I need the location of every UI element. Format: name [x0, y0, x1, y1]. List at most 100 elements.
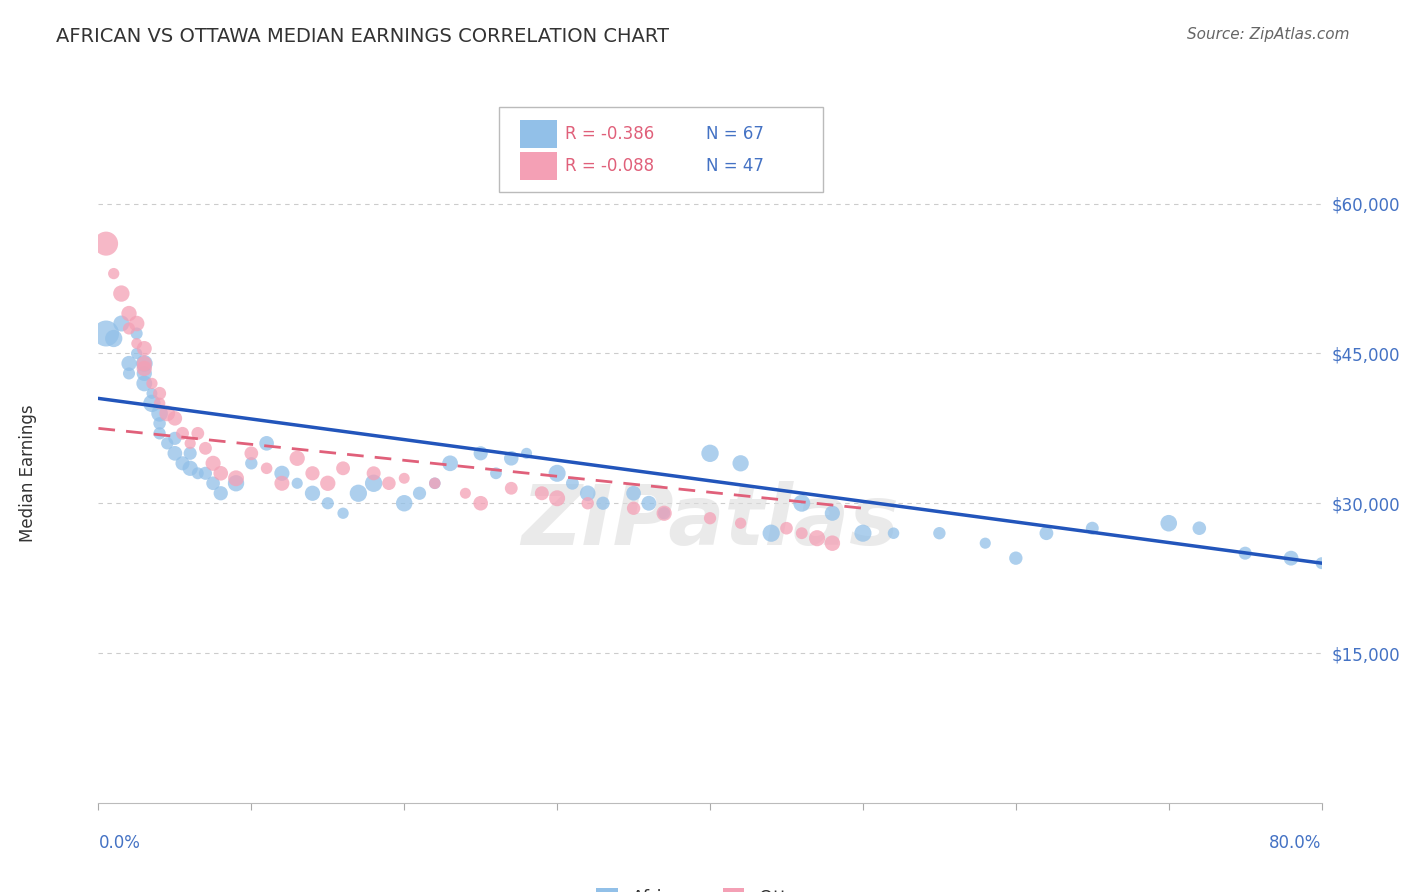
Point: [652, 506, 675, 520]
Point: [439, 456, 461, 470]
Point: [576, 496, 599, 510]
Point: [240, 456, 263, 470]
Point: [134, 356, 156, 370]
Point: [194, 467, 217, 481]
Point: [125, 346, 148, 360]
Text: R = -0.386: R = -0.386: [565, 125, 654, 143]
Point: [530, 486, 553, 500]
Point: [592, 496, 614, 510]
Text: R = -0.088: R = -0.088: [565, 157, 654, 175]
Point: [1157, 516, 1180, 531]
Point: [209, 467, 232, 481]
Point: [149, 396, 172, 410]
Point: [1035, 526, 1057, 541]
Point: [699, 511, 721, 525]
Point: [202, 456, 225, 470]
Point: [775, 521, 797, 535]
Point: [1234, 546, 1257, 560]
Point: [470, 496, 492, 510]
Point: [637, 496, 661, 510]
Point: [363, 476, 385, 491]
Point: [125, 336, 148, 351]
Point: [454, 486, 477, 500]
Point: [408, 486, 430, 500]
Point: [852, 526, 875, 541]
Point: [225, 476, 247, 491]
Point: [316, 496, 339, 510]
Point: [141, 396, 163, 410]
Point: [332, 461, 354, 475]
Point: [156, 406, 179, 420]
Point: [163, 446, 186, 460]
Point: [332, 506, 354, 520]
Point: [118, 306, 141, 320]
Point: [187, 467, 209, 481]
Point: [256, 436, 278, 450]
Point: [1004, 551, 1026, 566]
Point: [501, 481, 523, 495]
Point: [209, 486, 232, 500]
Point: [392, 496, 416, 510]
Point: [163, 431, 186, 445]
Point: [179, 436, 201, 450]
Point: [1188, 521, 1211, 535]
Point: [149, 406, 172, 420]
Point: [163, 411, 186, 425]
Point: [187, 426, 209, 441]
Point: [546, 467, 568, 481]
Point: [134, 356, 156, 370]
Point: [730, 456, 752, 470]
Point: [103, 331, 125, 345]
Point: [561, 476, 583, 491]
Point: [623, 486, 645, 500]
Point: [270, 476, 292, 491]
Point: [125, 326, 148, 341]
Point: [141, 376, 163, 391]
Point: [623, 501, 645, 516]
Point: [1310, 556, 1333, 570]
Point: [134, 376, 156, 391]
Point: [149, 426, 172, 441]
Point: [94, 236, 117, 251]
Point: [378, 476, 401, 491]
Point: [759, 526, 782, 541]
Point: [134, 342, 156, 356]
Point: [179, 461, 201, 475]
Point: [270, 467, 292, 481]
Point: [501, 451, 523, 466]
Point: [134, 361, 156, 376]
Point: [225, 471, 247, 485]
Point: [423, 476, 446, 491]
Point: [392, 471, 416, 485]
Legend: Africans, Ottawa: Africans, Ottawa: [589, 880, 831, 892]
Point: [485, 467, 508, 481]
Point: [134, 367, 156, 381]
Point: [821, 506, 844, 520]
Point: [730, 516, 752, 531]
Point: [516, 446, 538, 460]
Text: ZIPatlas: ZIPatlas: [522, 482, 898, 562]
Point: [423, 476, 446, 491]
Point: [285, 476, 308, 491]
Text: Source: ZipAtlas.com: Source: ZipAtlas.com: [1187, 27, 1350, 42]
Text: N = 67: N = 67: [706, 125, 763, 143]
Point: [172, 426, 194, 441]
Point: [202, 476, 225, 491]
Point: [974, 536, 997, 550]
Point: [194, 442, 217, 456]
Point: [141, 386, 163, 401]
Point: [316, 476, 339, 491]
Point: [149, 417, 172, 431]
Point: [118, 367, 141, 381]
Point: [94, 326, 117, 341]
Point: [790, 496, 813, 510]
Point: [156, 436, 179, 450]
Point: [125, 317, 148, 331]
Text: 80.0%: 80.0%: [1270, 834, 1322, 852]
Point: [118, 356, 141, 370]
Point: [790, 526, 813, 541]
Point: [110, 317, 132, 331]
Point: [546, 491, 568, 506]
Point: [576, 486, 599, 500]
Point: [240, 446, 263, 460]
